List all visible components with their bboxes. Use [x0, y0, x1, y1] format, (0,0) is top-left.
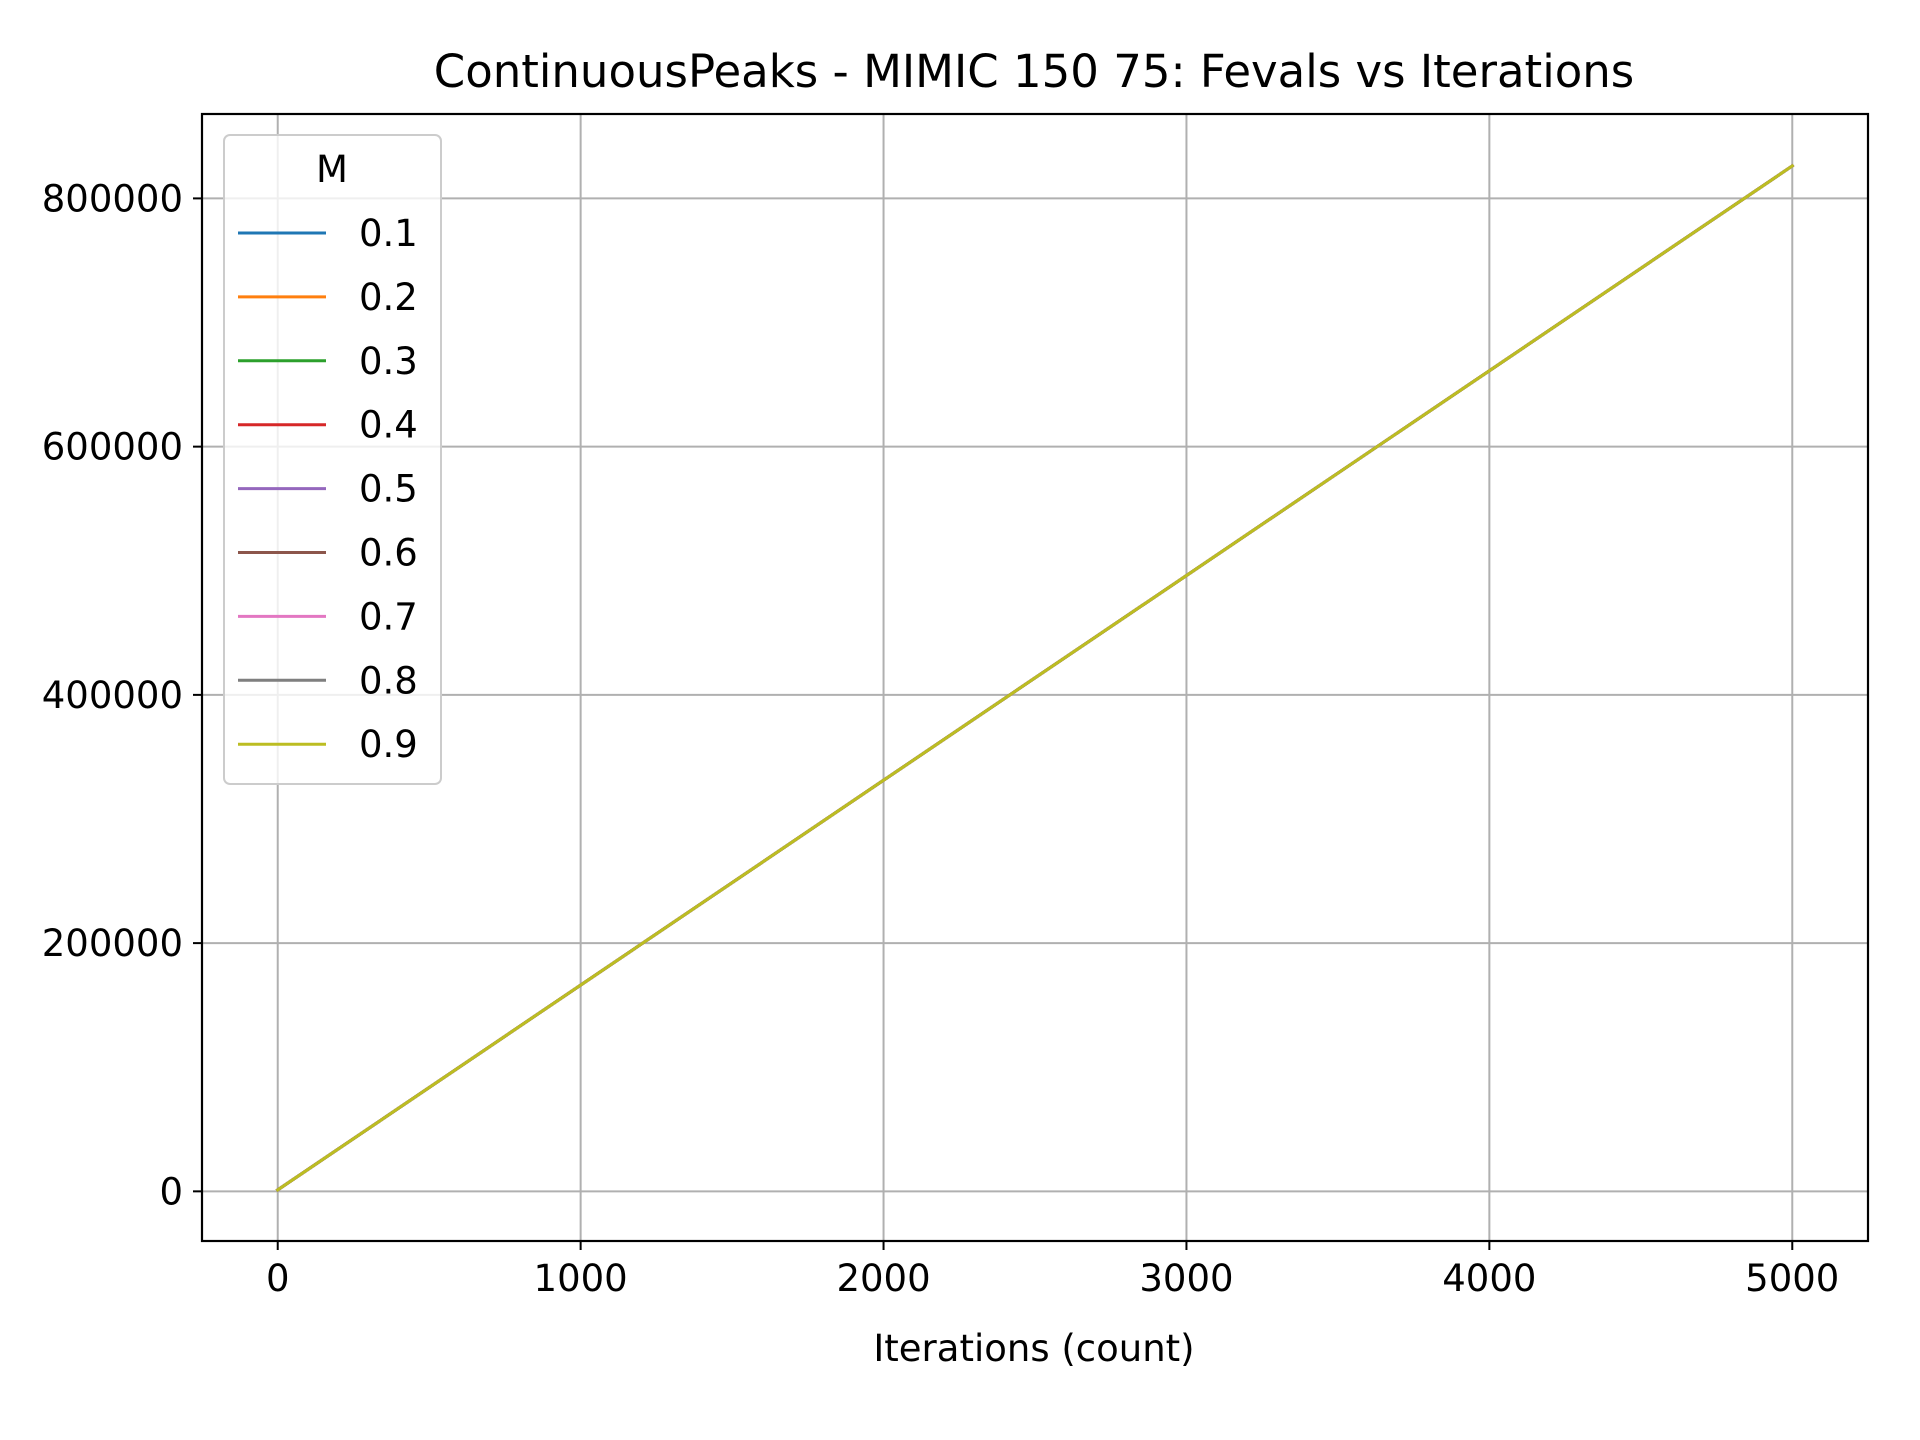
- legend-label: 0.5: [359, 468, 418, 511]
- y-tick-label: 800000: [42, 177, 183, 220]
- y-tick-label: 0: [159, 1170, 183, 1213]
- legend: M 0.1 0.2 0.3 0.4 0.5 0.6 0.7 0.8 0.9: [223, 134, 442, 785]
- series-lines: [275, 163, 1795, 1192]
- legend-items: 0.1 0.2 0.3 0.4 0.5 0.6 0.7 0.8 0.9: [238, 212, 418, 766]
- legend-label: 0.7: [359, 595, 418, 638]
- legend-label: 0.1: [359, 212, 418, 255]
- x-tick-label: 1000: [534, 1257, 628, 1300]
- legend-label: 0.4: [359, 404, 418, 447]
- x-tick-label: 5000: [1745, 1257, 1839, 1300]
- series-line-0.9: [275, 163, 1795, 1192]
- x-tick-label: 4000: [1442, 1257, 1536, 1300]
- x-tick-label: 3000: [1139, 1257, 1233, 1300]
- legend-label: 0.2: [359, 276, 418, 319]
- chart-title: ContinuousPeaks - MIMIC 150 75: Fevals v…: [434, 45, 1634, 98]
- y-tick-label: 200000: [42, 922, 183, 965]
- grid: [202, 114, 1868, 1241]
- x-axis-label: Iterations (count): [873, 1327, 1194, 1370]
- x-tick-label: 2000: [836, 1257, 930, 1300]
- legend-label: 0.6: [359, 532, 418, 575]
- legend-title: M: [316, 148, 348, 191]
- plot-area-frame: [200, 112, 1870, 1243]
- y-tick-label: 600000: [42, 426, 183, 469]
- x-tick-label: 0: [266, 1257, 290, 1300]
- legend-label: 0.9: [359, 723, 418, 766]
- legend-label: 0.8: [359, 659, 418, 702]
- legend-label: 0.3: [359, 340, 418, 383]
- y-tick-label: 400000: [42, 674, 183, 717]
- axis-ticks: 0 1000 2000 3000 4000 5000 0 200000 400000 600000…: [42, 177, 1840, 1300]
